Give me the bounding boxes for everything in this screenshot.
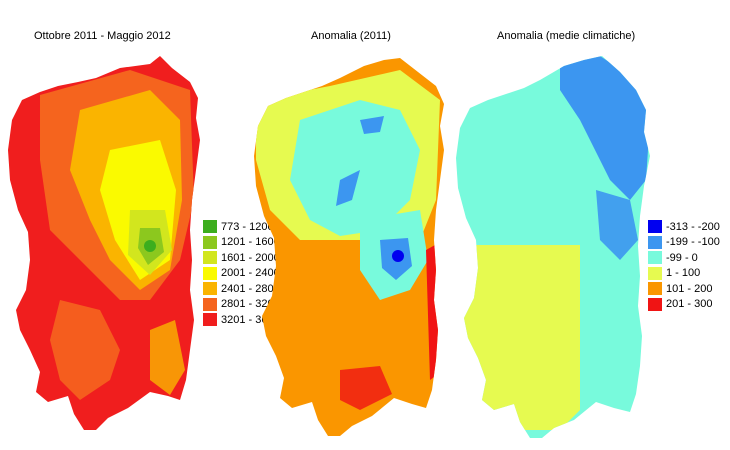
climate-zone-1-100 <box>464 245 580 430</box>
panel-title-anomaly-2011: Anomalia (2011) <box>311 30 391 42</box>
legend-gdd: 773 - 1200 GDD 1201 - 1600 1601 - 2000 2… <box>203 219 301 328</box>
legend-label: 2001 - 2400 <box>221 267 280 280</box>
legend-swatch <box>203 235 217 249</box>
legend-item: 201 - 300 <box>648 297 720 313</box>
legend-anomaly: -313 - -200 -199 - -100 -99 - 0 1 - 100 … <box>648 219 720 312</box>
legend-item: -99 - 0 <box>648 250 720 266</box>
legend-item: -313 - -200 <box>648 219 720 235</box>
gdd-zone-773-1200 <box>144 240 156 252</box>
legend-label: -99 - 0 <box>666 251 698 264</box>
anomaly-2011-zone-south-red <box>340 366 392 410</box>
anomaly-2011-zone-neg99-0 <box>290 100 420 236</box>
legend-label: 101 - 200 <box>666 282 713 295</box>
legend-item: 2801 - 3200 <box>203 297 301 313</box>
island-anomaly-climate <box>456 56 650 438</box>
panel-title-anomaly-climate: Anomalia (medie climatiche) <box>497 30 636 42</box>
legend-swatch <box>648 297 662 311</box>
legend-swatch <box>203 282 217 296</box>
legend-item: -199 - -100 <box>648 235 720 251</box>
gdd-zone-southeast <box>150 320 185 395</box>
legend-label: 1201 - 1600 <box>221 236 280 249</box>
legend-label: 201 - 300 <box>666 298 713 311</box>
legend-label: 2801 - 3200 <box>221 298 280 311</box>
legend-label: -313 - -200 <box>666 220 720 233</box>
anomaly-2011-zone-neg313-neg200 <box>392 250 404 262</box>
legend-item: 2401 - 2800 <box>203 281 301 297</box>
legend-swatch <box>648 220 662 234</box>
panel-title-gdd: Ottobre 2011 - Maggio 2012 <box>34 30 171 42</box>
legend-item: 1601 - 2000 <box>203 250 301 266</box>
legend-label: 2401 - 2800 <box>221 282 280 295</box>
legend-swatch <box>648 251 662 265</box>
gdd-zone-south <box>50 300 120 400</box>
legend-item: 1201 - 1600 <box>203 235 301 251</box>
legend-swatch <box>203 297 217 311</box>
climate-zone-east-blue <box>596 190 638 260</box>
anomaly-2011-zone-north-blue <box>336 170 360 206</box>
legend-swatch <box>648 282 662 296</box>
legend-label: -199 - -100 <box>666 236 720 249</box>
island-gdd <box>8 56 200 430</box>
legend-swatch <box>648 266 662 280</box>
legend-label: 1601 - 2000 <box>221 251 280 264</box>
climate-zone-neg199-neg100 <box>560 56 650 200</box>
legend-swatch <box>203 220 217 234</box>
legend-swatch <box>203 313 217 327</box>
legend-swatch <box>203 251 217 265</box>
anomaly-2011-zone-north-blue-2 <box>360 116 384 134</box>
legend-swatch <box>203 266 217 280</box>
legend-swatch <box>648 235 662 249</box>
legend-label: 1 - 100 <box>666 267 701 280</box>
legend-item: 101 - 200 <box>648 281 720 297</box>
legend-item: 1 - 100 <box>648 266 720 282</box>
legend-item: 2001 - 2400 <box>203 266 301 282</box>
